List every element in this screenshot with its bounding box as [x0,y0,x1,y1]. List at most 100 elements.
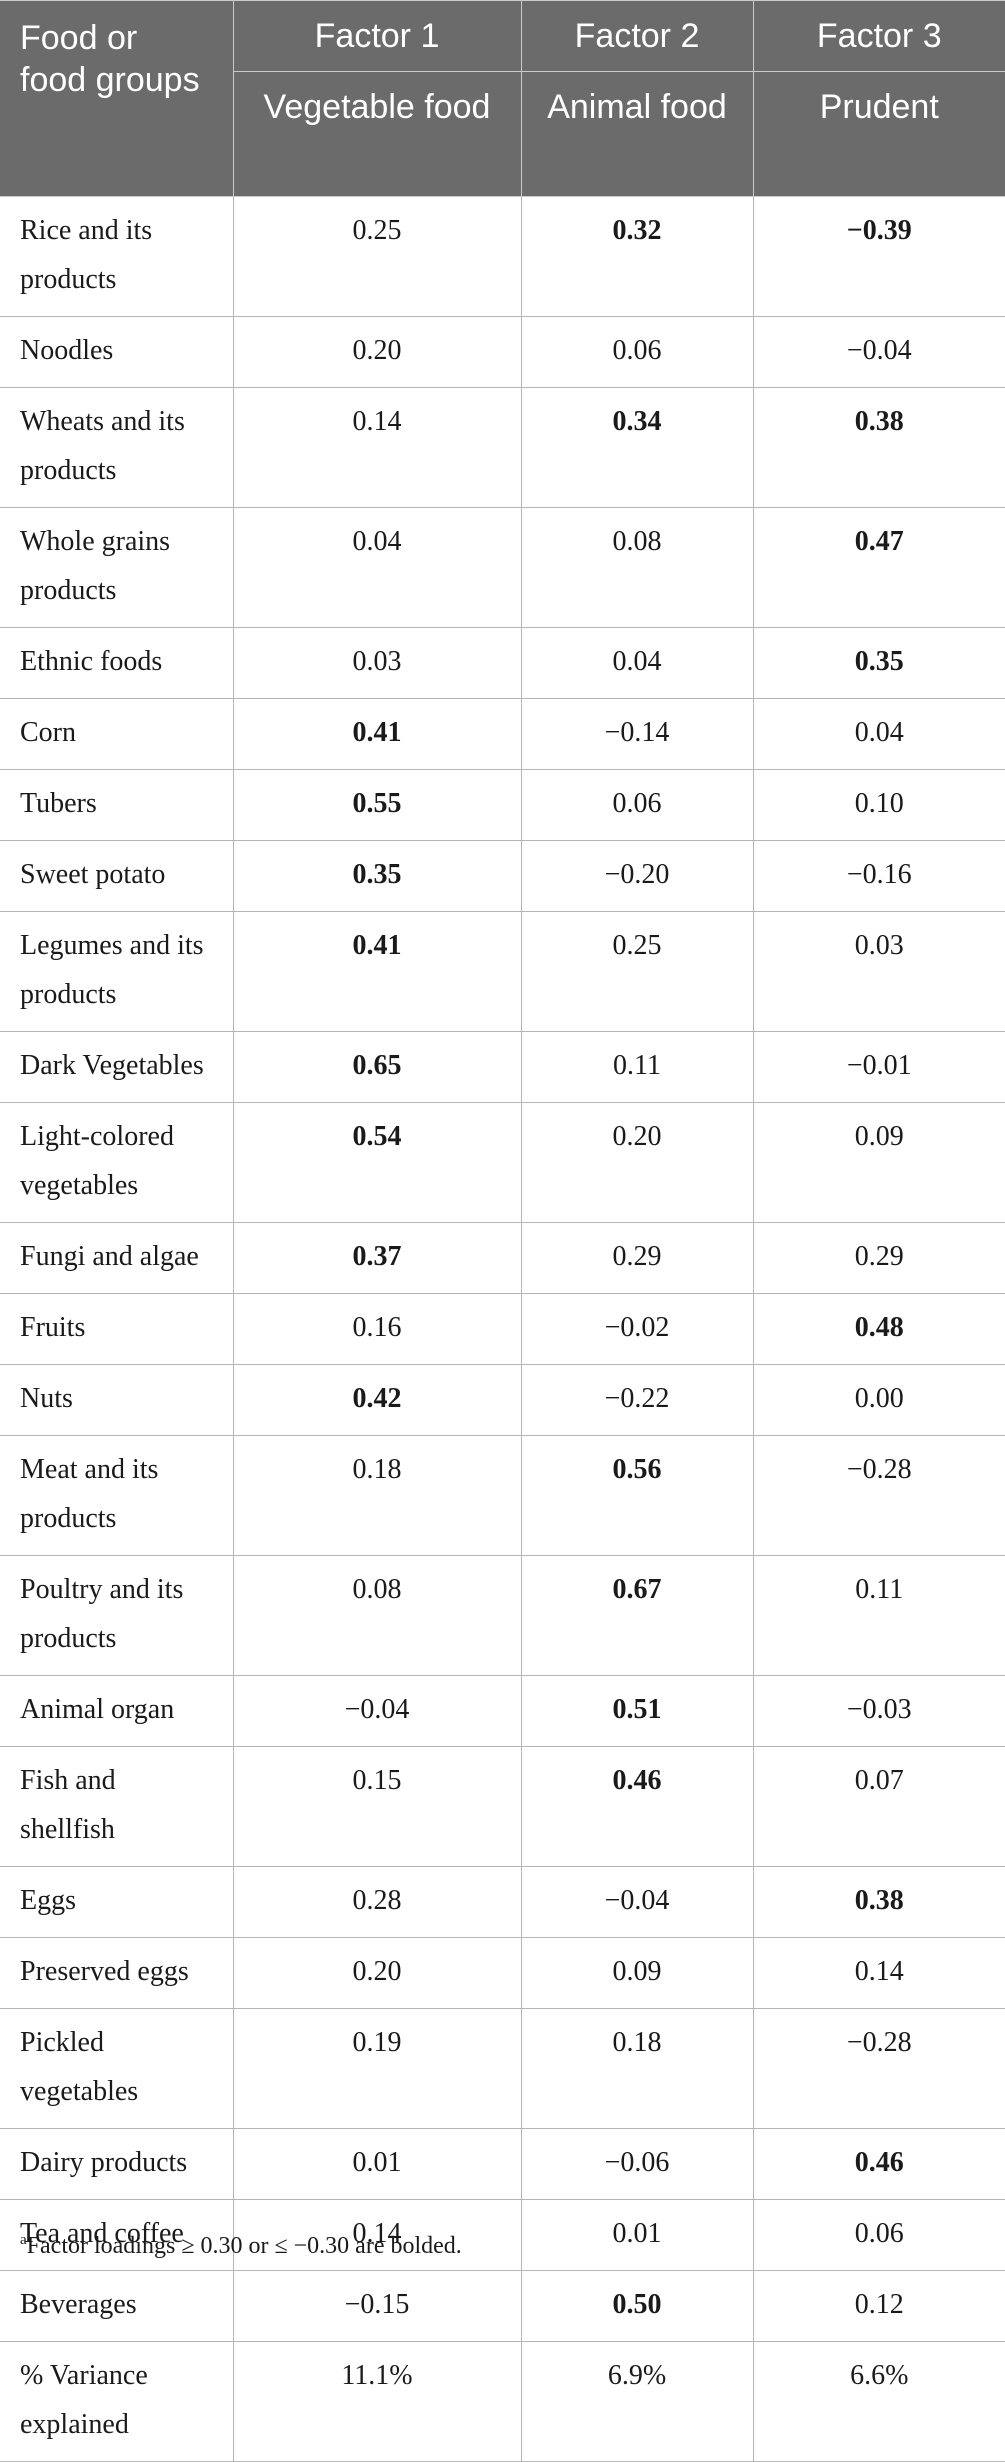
factor-3-loading-cell: 0.11 [752,1555,1005,1676]
factor-2-loading-cell: 0.56 [520,1435,754,1556]
factor-2-loading-cell: −0.14 [520,698,754,770]
factor-1-loading-cell: 0.54 [232,1102,522,1223]
factor-1-name: Vegetable food [232,71,522,197]
table-row: Legumes and its products 0.41 0.25 0.03 [0,911,1005,1032]
table-row: Poultry and its products 0.08 0.67 0.11 [0,1555,1005,1676]
factor-2-loading-cell: 0.04 [520,627,754,699]
factor-1-loading-cell: 0.37 [232,1222,522,1294]
table-row: % Variance explained 11.1% 6.9% 6.6% [0,2341,1005,2462]
factor-3-loading-cell: 0.12 [752,2270,1005,2342]
table-row: Corn 0.41 −0.14 0.04 [0,698,1005,770]
factor-2-label: Factor 2 [520,0,754,72]
factor-2-loading-cell: 0.46 [520,1746,754,1867]
factor-3-loading-cell: 0.04 [752,698,1005,770]
factor-3-loading-cell: 0.00 [752,1364,1005,1436]
factor-1-loading-cell: 0.55 [232,769,522,841]
factor-2-loading-cell: 0.25 [520,911,754,1032]
factor-3-loading-cell: −0.03 [752,1675,1005,1747]
factor-1-loading-cell: 0.14 [232,387,522,508]
table-header: Food or food groups Factor 1 Factor 2 Fa… [0,0,1005,197]
factor-1-loading-cell: 0.20 [232,316,522,388]
factor-1-loading-cell: 0.41 [232,911,522,1032]
factor-1-loading-cell: −0.04 [232,1675,522,1747]
table-row: Dairy products 0.01 −0.06 0.46 [0,2128,1005,2200]
factor-2-loading-cell: 0.20 [520,1102,754,1223]
food-group-cell: Poultry and its products [0,1555,234,1676]
factor-2-loading-cell: 0.18 [520,2008,754,2129]
factor-3-loading-cell: 0.06 [752,2199,1005,2271]
table-row: Fruits 0.16 −0.02 0.48 [0,1293,1005,1365]
factor-1-loading-cell: 0.03 [232,627,522,699]
factor-1-loading-cell: 0.15 [232,1746,522,1867]
table-footnote: aFactor loadings ≥ 0.30 or ≤ −0.30 are b… [20,2232,462,2260]
table-row: Tea and coffee 0.14 0.01 0.06 [0,2199,1005,2271]
factor-3-loading-cell: 0.10 [752,769,1005,841]
factor-2-loading-cell: −0.02 [520,1293,754,1365]
factor-3-loading-cell: −0.28 [752,1435,1005,1556]
food-group-cell: Legumes and its products [0,911,234,1032]
food-group-column-header: Food or food groups [0,0,234,197]
factor-2-loading-cell: 0.51 [520,1675,754,1747]
factor-1-loading-cell: 0.65 [232,1031,522,1103]
factor-2-loading-cell: 0.67 [520,1555,754,1676]
food-group-cell: Light-colored vegetables [0,1102,234,1223]
factor-3-loading-cell: 0.14 [752,1937,1005,2009]
food-group-cell: Fungi and algae [0,1222,234,1294]
factor-3-loading-cell: −0.04 [752,316,1005,388]
factor-2-loading-cell: 0.06 [520,316,754,388]
factor-1-loading-cell: 0.16 [232,1293,522,1365]
factor-3-loading-cell: 0.03 [752,911,1005,1032]
factor-3-loading-cell: 0.38 [752,1866,1005,1938]
factor-2-loading-cell: 0.06 [520,769,754,841]
table-row: Pickled vegetables 0.19 0.18 −0.28 [0,2008,1005,2129]
food-group-cell: Animal organ [0,1675,234,1747]
factor-2-loading-cell: −0.06 [520,2128,754,2200]
footnote-text: Factor loadings ≥ 0.30 or ≤ −0.30 are bo… [26,2233,462,2259]
factor-3-loading-cell: −0.16 [752,840,1005,912]
factor-2-loading-cell: 6.9% [520,2341,754,2462]
factor-2-loading-cell: 0.11 [520,1031,754,1103]
table-row: Animal organ −0.04 0.51 −0.03 [0,1675,1005,1747]
factor-1-loading-cell: 0.41 [232,698,522,770]
factor-1-loading-cell: −0.15 [232,2270,522,2342]
factor-3-loading-cell: 0.35 [752,627,1005,699]
table-row: Fish and shellfish 0.15 0.46 0.07 [0,1746,1005,1867]
table-row: Ethnic foods 0.03 0.04 0.35 [0,627,1005,699]
factor-1-loading-cell: 0.19 [232,2008,522,2129]
food-group-cell: Dark Vegetables [0,1031,234,1103]
table-row: Beverages −0.15 0.50 0.12 [0,2270,1005,2342]
food-group-cell: Noodles [0,316,234,388]
food-group-cell: Wheats and its products [0,387,234,508]
table-row: Sweet potato 0.35 −0.20 −0.16 [0,840,1005,912]
footnote-marker: a [20,2232,27,2248]
food-group-cell: Fish and shellfish [0,1746,234,1867]
food-group-cell: Sweet potato [0,840,234,912]
table-row: Fungi and algae 0.37 0.29 0.29 [0,1222,1005,1294]
factor-2-loading-cell: 0.01 [520,2199,754,2271]
food-group-cell: Tea and coffee [0,2199,234,2271]
table-row: Nuts 0.42 −0.22 0.00 [0,1364,1005,1436]
food-group-cell: Pickled vegetables [0,2008,234,2129]
food-group-cell: % Variance explained [0,2341,234,2462]
factor-2-loading-cell: 0.09 [520,1937,754,2009]
food-group-cell: Preserved eggs [0,1937,234,2009]
table-row: Whole grains products 0.04 0.08 0.47 [0,507,1005,628]
factor-2-loading-cell: −0.04 [520,1866,754,1938]
food-group-cell: Eggs [0,1866,234,1938]
factor-1-loading-cell: 0.42 [232,1364,522,1436]
factor-3-loading-cell: 0.29 [752,1222,1005,1294]
factor-1-loading-cell: 0.04 [232,507,522,628]
factor-3-loading-cell: −0.39 [752,196,1005,317]
factor-1-loading-cell: 11.1% [232,2341,522,2462]
food-group-cell: Tubers [0,769,234,841]
factor-3-loading-cell: −0.28 [752,2008,1005,2129]
factor-1-loading-cell: 0.01 [232,2128,522,2200]
factor-3-loading-cell: 0.07 [752,1746,1005,1867]
table-row: Tubers 0.55 0.06 0.10 [0,769,1005,841]
factor-1-loading-cell: 0.28 [232,1866,522,1938]
factor-2-loading-cell: 0.50 [520,2270,754,2342]
factor-1-loading-cell: 0.35 [232,840,522,912]
food-group-cell: Rice and its products [0,196,234,317]
factor-3-loading-cell: 0.46 [752,2128,1005,2200]
